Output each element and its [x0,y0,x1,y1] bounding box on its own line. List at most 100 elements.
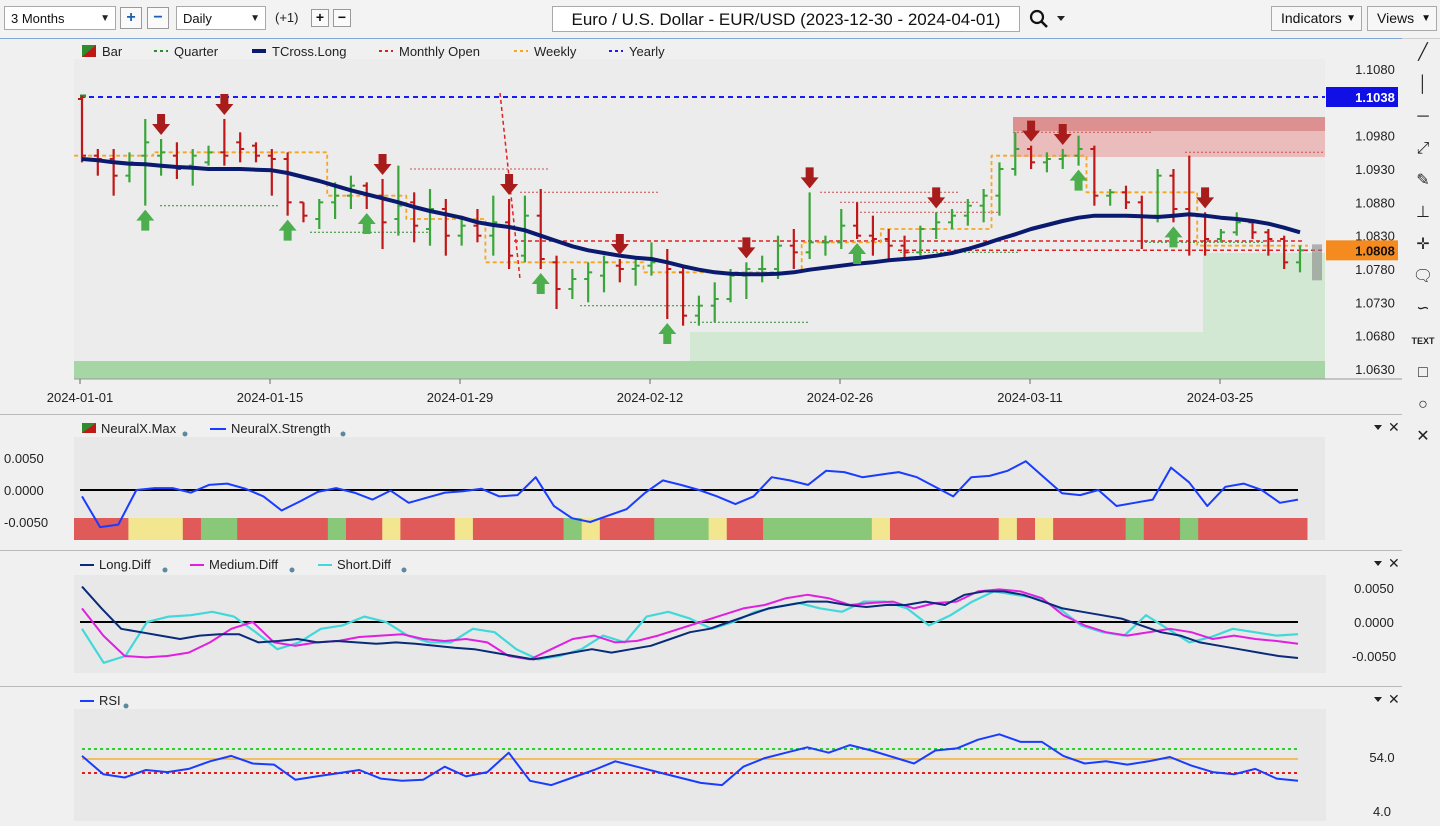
diff-pane[interactable]: 0.0050 0.0000 -0.0050 Long.Diff Medium.Diff S… [0,550,1402,687]
callout-tool[interactable]: 🗨 [1410,264,1436,290]
neuralx-max-band [980,518,1000,540]
price-pane[interactable]: 1.1080 1.0980 1.0930 1.0880 1.0830 1.0780 1.07… [0,38,1402,415]
price-bar [1122,185,1130,209]
neuralx-max-band [491,518,510,540]
neuralx-max-band [708,518,728,540]
plus-icon: + [126,9,136,26]
ellipse-tool[interactable]: ○ [1410,392,1436,418]
rsi-pane[interactable]: 54.0 4.0 RSI ✕ [0,686,1402,821]
symbol-title[interactable]: Euro / U.S. Dollar - EUR/USD (2023-12-30… [552,6,1020,32]
neuralx-max-band [672,518,691,540]
price-bar [600,255,608,293]
search-button[interactable] [1028,8,1072,30]
neuralx-max-band [1161,518,1181,540]
price-bar [979,189,988,223]
price-bar [441,199,450,256]
neuralx-max-band [1053,518,1072,540]
neuralx-max-band [418,518,438,540]
tcross-long-line [81,157,1301,277]
text-icon: TEXT [1411,336,1435,346]
neuralx-max-band [200,518,220,540]
text-tool[interactable]: TEXT [1410,328,1436,354]
support-zone-base [74,361,1325,379]
buy-arrow-icon [531,273,550,294]
diff-chart[interactable]: 0.0050 0.0000 -0.0050 Long.Diff Medium.Diff S… [0,551,1402,687]
neuralx-max-band [690,518,710,540]
neuralx-max-band [781,518,800,540]
callout-icon: 🗨 [1412,268,1434,285]
neuralx-max-band [454,518,474,540]
zoom-out-button[interactable]: − [147,7,169,29]
legend-label: Weekly [534,44,577,59]
short-diff-line [81,590,1299,664]
zoom-in-button[interactable]: + [120,7,142,29]
chevron-down-icon: ▼ [1421,13,1431,24]
offset-decrease-button[interactable]: − [333,9,351,27]
chevron-down-icon: ▼ [250,13,260,24]
ray-tool[interactable]: ⤢ [1410,136,1436,162]
pane-collapse-icon [1374,561,1382,566]
neuralx-max-band [1016,518,1036,540]
price-bar [473,209,482,243]
price-bar [995,162,1004,216]
neuralx-max-band [164,518,184,540]
price-bar [679,265,688,326]
neuralx-max-band [563,518,583,540]
neuralx-max-band [400,518,420,540]
views-button[interactable]: Views ▼ [1367,6,1437,31]
neuralx-max-band [835,518,855,540]
x-tick-label: 2024-01-01 [47,390,114,405]
neuralx-max-band [817,518,837,540]
legend-settings-icon [182,431,188,437]
weekly-line [74,151,1308,274]
horizontal-line-tool[interactable]: ─ [1410,104,1436,130]
rsi-chart[interactable]: 54.0 4.0 RSI ✕ [0,687,1402,821]
price-bar [1027,145,1036,169]
interval-select[interactable]: Daily ▼ [176,6,266,30]
current-candle-marker [1312,244,1322,281]
neuralx-max-band [889,518,909,540]
buy-arrow-icon [136,209,155,231]
price-bar [948,209,956,229]
price-bar [331,182,340,219]
price-bar [758,255,767,283]
neuralx-chart[interactable]: 0.0050 0.0000 -0.0050 NeuralX.Max NeuralX.St… [0,415,1402,551]
price-bar [1058,149,1067,169]
neuralx-max-band [744,518,764,540]
price-bar [1090,145,1099,206]
neuralx-max-band [74,518,93,540]
offset-label: (+1) [275,10,299,25]
neuralx-max-band [853,518,873,540]
curve-icon: ∽ [1416,300,1430,317]
sell-arrow-icon [1053,124,1072,145]
x-tick-label: 2024-02-26 [807,390,874,405]
sell-arrow-icon [152,114,171,135]
minus-icon: − [337,9,347,25]
price-bar [821,235,830,256]
crosshair-tool[interactable]: ✛ [1410,232,1436,258]
price-bar [805,192,814,259]
remove-drawings-button[interactable]: ✕ [1410,424,1436,450]
indicators-button[interactable]: Indicators ▼ [1271,6,1362,31]
medium-diff-line [81,588,1299,661]
rsi-line [81,733,1299,787]
curve-tool[interactable]: ∽ [1410,296,1436,322]
rectangle-tool[interactable]: □ [1410,360,1436,386]
close-icon: ✕ [1416,428,1430,445]
rectangle-icon: □ [1418,364,1428,381]
ray-icon: ⤢ [1416,140,1430,157]
vertical-line-tool[interactable]: │ [1410,72,1436,98]
offset-increase-button[interactable]: + [311,9,329,27]
x-tick-label: 2024-01-15 [237,390,304,405]
brush-tool[interactable]: ✎ [1410,168,1436,194]
price-chart[interactable]: 1.1080 1.0980 1.0930 1.0880 1.0830 1.0780 1.07… [0,39,1402,415]
trendline-tool[interactable]: ╱ [1410,40,1436,66]
neuralx-max-band [1035,518,1054,540]
fibonacci-tool[interactable]: ⊥ [1410,200,1436,226]
ellipse-icon: ○ [1418,396,1428,413]
y-tick-label: 0.0050 [4,451,44,466]
buy-arrow-icon [848,243,867,264]
neuralx-pane[interactable]: 0.0050 0.0000 -0.0050 NeuralX.Max NeuralX.St… [0,414,1402,551]
price-bar [552,255,561,309]
period-select[interactable]: 3 Months ▼ [4,6,116,30]
